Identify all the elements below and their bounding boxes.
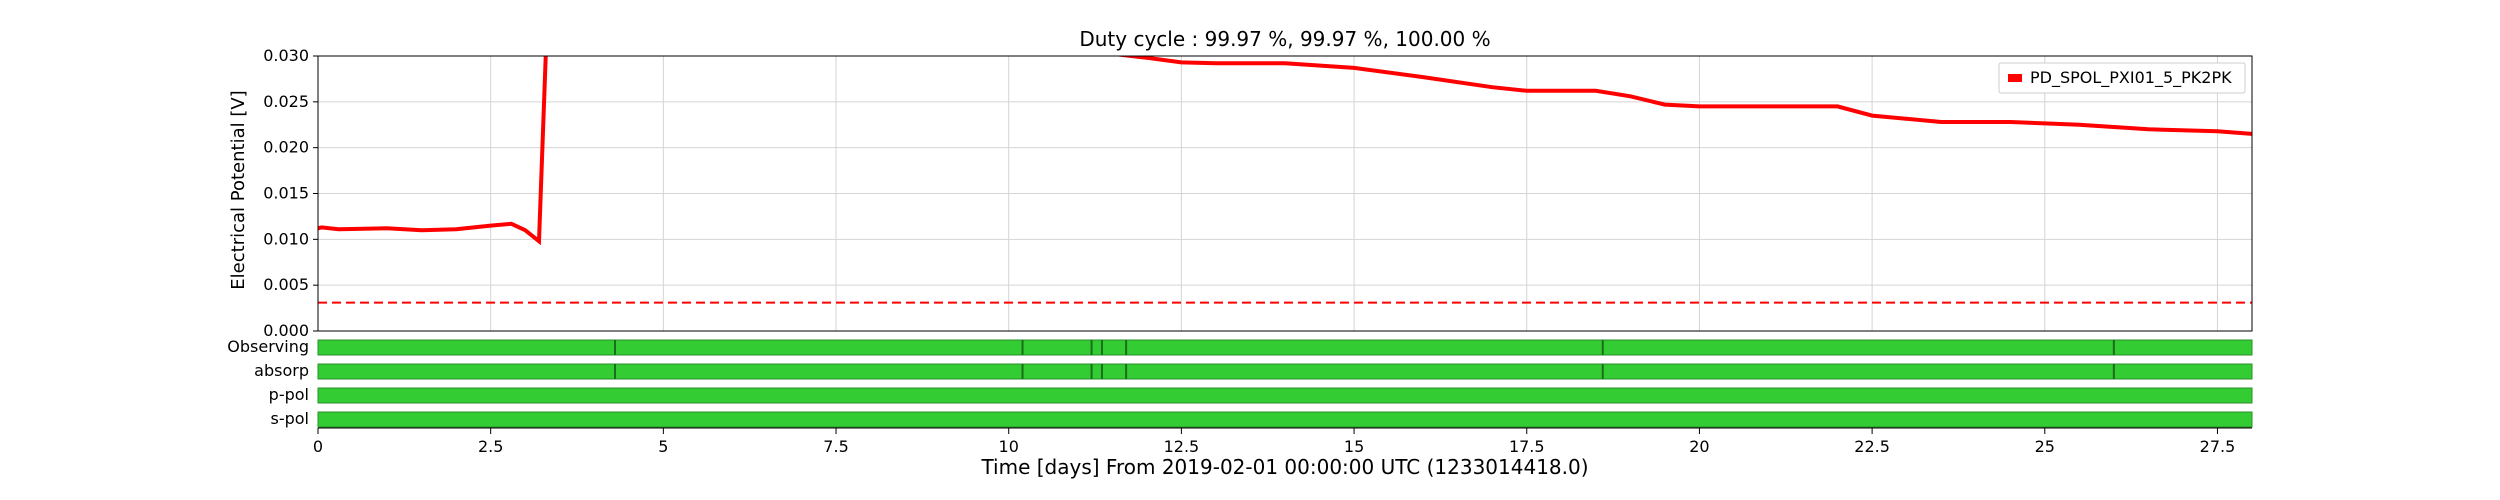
state-bar (317, 363, 2253, 380)
legend: PD_SPOL_PXI01_5_PK2PK (1998, 62, 2246, 94)
y-tick-label: 0.020 (263, 138, 309, 157)
state-bar (317, 339, 2253, 356)
data-series (318, 56, 2252, 304)
chart-title: Duty cycle : 99.97 %, 99.97 %, 100.00 % (1079, 27, 1490, 51)
state-bar (317, 387, 2253, 404)
series-line-0 (318, 56, 2252, 246)
plot-frame (317, 55, 2253, 332)
x-tick-label: 17.5 (1509, 437, 1545, 456)
y-axis-label: Electrical Potential [V] (228, 90, 249, 289)
x-tick-label: 15 (1344, 437, 1364, 456)
x-tick-label: 25 (2035, 437, 2055, 456)
state-bar-label: Observing (227, 337, 309, 356)
x-tick-label: 5 (658, 437, 668, 456)
state-bar (317, 411, 2253, 428)
x-tick-label: 2.5 (478, 437, 503, 456)
y-tick-label: 0.000 (263, 321, 309, 340)
legend-entry-label: PD_SPOL_PXI01_5_PK2PK (2030, 68, 2232, 88)
y-tick-label: 0.010 (263, 229, 309, 248)
x-tick-label: 7.5 (823, 437, 848, 456)
grid-lines (317, 55, 2252, 332)
x-tick-label: 10 (999, 437, 1019, 456)
x-tick-label: 12.5 (1164, 437, 1200, 456)
x-axis-label: Time [days] From 2019-02-01 00:00:00 UTC… (980, 455, 1588, 479)
legend-frame (1998, 62, 2246, 94)
state-bar-label: p-pol (269, 385, 309, 404)
x-tick-label: 0 (313, 437, 323, 456)
x-tick-label: 22.5 (1854, 437, 1890, 456)
x-tick-label: 27.5 (2200, 437, 2236, 456)
state-bar-label: absorp (254, 361, 309, 380)
legend-swatch (2008, 74, 2022, 82)
state-bar-label: s-pol (271, 409, 310, 428)
y-axis-ticks: 0.000 0.005 0.010 0.015 0.020 0.025 0.030 (263, 46, 318, 340)
x-axis-ticks: 0 2.5 5 7.5 10 12.5 15 17.5 20 22.5 25 27.5 (313, 428, 2235, 456)
y-tick-label: 0.005 (263, 275, 309, 294)
x-tick-label: 20 (1689, 437, 1709, 456)
state-segment-bars: Observing absorp p-pol s-pol (227, 337, 2253, 429)
y-tick-label: 0.025 (263, 92, 309, 111)
y-tick-label: 0.015 (263, 184, 309, 203)
y-tick-label: 0.030 (263, 46, 309, 65)
